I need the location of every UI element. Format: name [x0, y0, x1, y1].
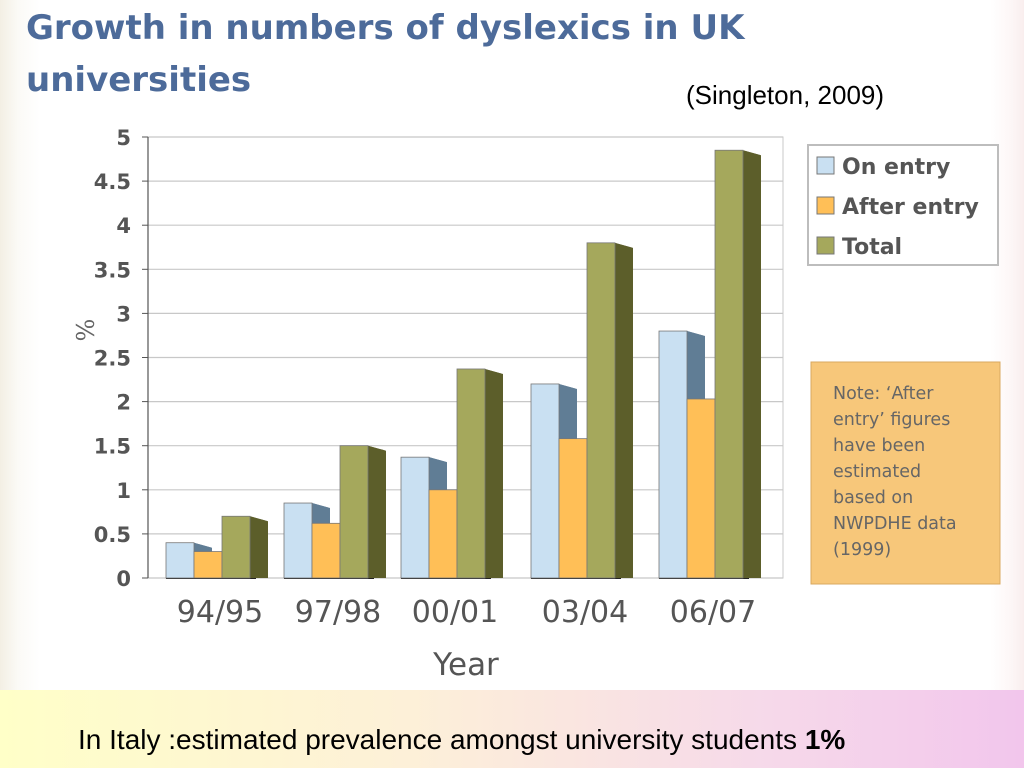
note-text-line: have been: [833, 436, 925, 456]
footer-text: In Italy :estimated prevalence amongst u…: [78, 724, 845, 756]
bar-top: [222, 516, 268, 522]
bar-after-entry: [558, 438, 588, 579]
bar-after-entry: [428, 489, 458, 579]
bar-chart: 0 0.5 1 1.5 2 2.5 3 3.5 4 4.5 5% 94/95 97/98 00/01 03/…: [70, 126, 1001, 683]
footer-statement: In Italy :estimated prevalence amongst u…: [78, 724, 805, 755]
y-tick-label: 1: [116, 479, 131, 503]
note-box: [810, 361, 1001, 585]
bar-total: [339, 445, 369, 579]
bar-side: [250, 516, 268, 578]
x-tick-label: 94/95: [177, 595, 263, 630]
x-tick-label: 00/01: [412, 595, 498, 630]
bar-top: [715, 150, 761, 156]
bar-top: [587, 242, 633, 248]
x-axis-label: Year: [432, 647, 499, 683]
bar-side: [485, 368, 503, 578]
bar-side: [368, 445, 386, 578]
footer-band: [0, 690, 1024, 768]
y-tick-label: 5: [116, 126, 131, 150]
legend-label: Total: [842, 235, 902, 260]
legend-box: [807, 144, 999, 266]
bar-on-entry: [165, 542, 195, 579]
x-tick-label: 06/07: [670, 595, 756, 630]
bar-on-entry: [658, 330, 688, 579]
bar-after-entry: [311, 522, 341, 579]
note-text-line: Note: ‘After: [833, 384, 934, 404]
y-tick-label: 4: [116, 214, 131, 238]
citation-text: (Singleton, 2009): [686, 80, 885, 110]
x-tick-label: 97/98: [295, 595, 381, 630]
note-text-line: (1999): [833, 540, 891, 560]
bar-top: [659, 331, 705, 337]
bar-top: [284, 503, 330, 509]
legend-swatch: [816, 156, 835, 175]
legend-swatch: [816, 236, 835, 255]
y-tick-label: 3.5: [94, 258, 131, 282]
bar-total: [714, 149, 744, 579]
bar-on-entry: [530, 383, 560, 579]
note-text-line: estimated: [833, 462, 921, 482]
bar-top: [531, 383, 577, 389]
bar-total: [221, 515, 251, 579]
bar-top: [340, 445, 386, 451]
y-tick-label: 1.5: [94, 435, 131, 459]
bar-on-entry: [283, 502, 313, 579]
note-text-line: entry’ figures: [833, 410, 950, 430]
note-text-line: NWPDHE data: [833, 514, 957, 534]
y-tick-label: 0.5: [94, 523, 131, 547]
bar-after-entry: [193, 551, 223, 579]
bar-total: [456, 368, 486, 579]
bar-top: [166, 542, 212, 548]
note-text-line: based on: [833, 488, 913, 508]
x-tick-label: 03/04: [542, 595, 628, 630]
chart-title: Growth in numbers of dyslexics in UK uni…: [26, 8, 745, 100]
bar-side: [615, 242, 633, 578]
bar-on-entry: [400, 456, 430, 579]
legend-label: On entry: [842, 155, 950, 180]
y-tick-label: 2: [116, 391, 131, 415]
y-tick-label: 2.5: [94, 347, 131, 371]
y-tick-label: 4.5: [94, 170, 131, 194]
bar-top: [401, 457, 447, 463]
legend-swatch: [816, 196, 835, 215]
legend-label: After entry: [842, 195, 979, 220]
y-axis-label: %: [70, 319, 98, 342]
bar-total: [586, 242, 616, 579]
footer-prevalence-value: 1%: [804, 724, 846, 755]
bar-side: [743, 150, 761, 579]
bar-after-entry: [686, 398, 716, 579]
y-tick-label: 3: [116, 302, 131, 326]
bar-top: [457, 368, 503, 374]
y-tick-label: 0: [116, 567, 131, 591]
